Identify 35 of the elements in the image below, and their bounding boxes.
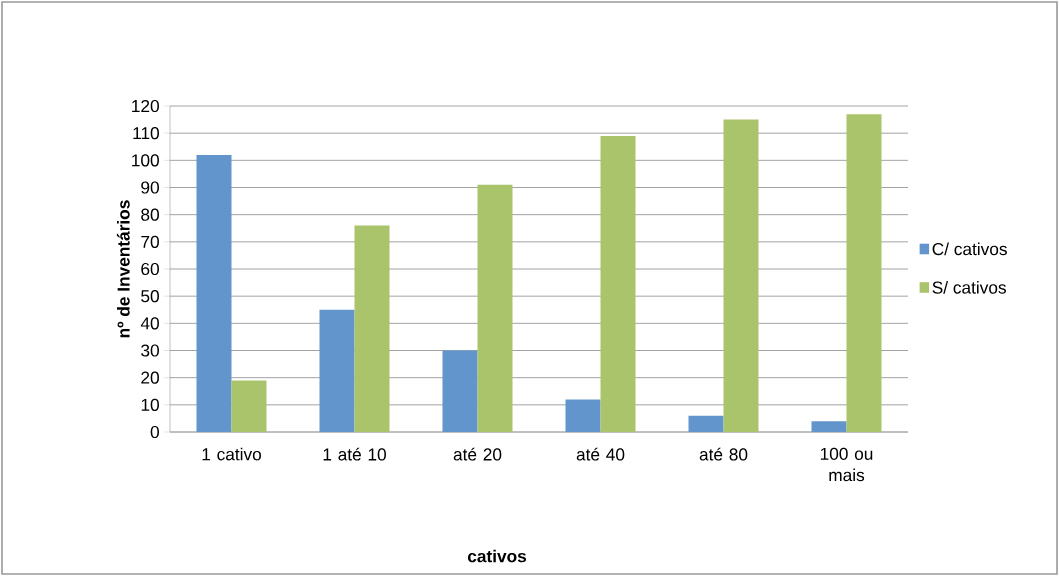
y-tick-label: 110 (133, 127, 159, 140)
bar (846, 114, 882, 432)
y-tick-label: 100 (132, 154, 159, 167)
y-tick-label: 70 (141, 235, 159, 248)
x-tick-label: até 20 (453, 447, 502, 461)
bar (196, 154, 232, 432)
x-tick-label: 100 ou mais (820, 447, 873, 482)
legend-label: C/ cativos (932, 242, 1007, 256)
x-tick-label: até 80 (699, 447, 748, 461)
y-tick-label: 50 (141, 290, 159, 303)
bar (354, 225, 390, 432)
y-tick-label: 60 (141, 262, 159, 276)
y-axis-title: nº de Inventários (116, 200, 130, 338)
x-axis-title: cativos (467, 549, 527, 563)
x-tick-label: até 40 (576, 447, 625, 461)
y-tick-label: 20 (141, 371, 159, 384)
y-tick-label: 0 (150, 425, 159, 439)
bar (477, 184, 513, 432)
bar (231, 380, 267, 432)
bar (723, 119, 759, 432)
x-tick-label: 1 até 10 (323, 447, 386, 461)
y-tick-label: 30 (141, 344, 159, 357)
x-tick-label: 1 cativo (202, 447, 261, 461)
bar (565, 399, 601, 432)
y-tick-label: 90 (141, 181, 159, 194)
y-tick-label: 80 (141, 208, 159, 221)
bar (811, 421, 847, 432)
y-tick-label: 40 (140, 317, 159, 330)
bar (688, 415, 724, 432)
y-tick-label: 10 (141, 398, 159, 411)
bar (319, 309, 355, 432)
y-tick-label: 120 (132, 99, 159, 113)
bar (600, 135, 636, 432)
legend-label: S/ cativos (932, 280, 1006, 294)
bar (442, 350, 478, 432)
